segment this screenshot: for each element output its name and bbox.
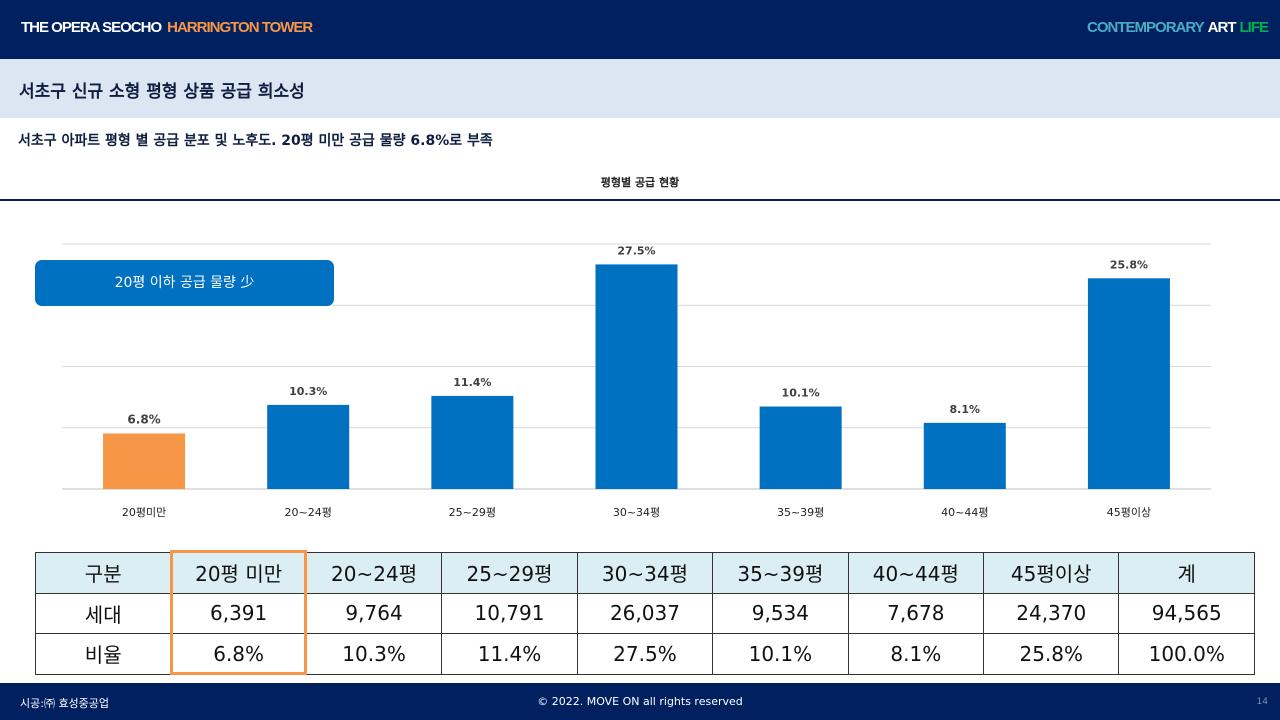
table-cell: 25.8% <box>983 633 1120 675</box>
x-tick-label: 25~29평 <box>449 506 496 519</box>
footer: 시공:㈜ 효성중공업 © 2022. MOVE ON all rights re… <box>0 683 1280 720</box>
table-cell: 10,791 <box>441 592 578 634</box>
brand-main: THE OPERA SEOCHO <box>21 19 162 36</box>
table-row: 세대 6,391 9,764 10,791 26,037 9,534 7,678 24,370… <box>34 592 1255 634</box>
table-row: 비율 6.8% 10.3% 11.4% 27.5% 10.1% 8.1% 25.8% 100.0… <box>34 633 1255 675</box>
brand-accent: HARRINGTON TOWER <box>167 19 313 36</box>
bar <box>595 264 678 489</box>
table-cell: 11.4% <box>441 633 578 675</box>
bar <box>103 433 186 489</box>
table-cell: 40~44평 <box>847 552 985 594</box>
title-band: 서초구 신규 소형 평형 상품 공급 희소성 <box>0 59 1280 118</box>
table-header-row: 구분 20평 미만 20~24평 25~29평 30~34평 35~39평 40~44평 45… <box>34 552 1255 594</box>
table-cell: 7,678 <box>847 592 985 634</box>
table-cell: 30~34평 <box>576 552 714 594</box>
divider <box>0 199 1280 201</box>
table-cell: 계 <box>1118 552 1255 594</box>
table-cell: 10.1% <box>712 633 849 675</box>
x-tick-label: 45평이상 <box>1107 506 1151 519</box>
table-cell: 8.1% <box>847 633 985 675</box>
table-cell: 100.0% <box>1118 633 1255 675</box>
x-tick-label: 35~39평 <box>777 506 824 519</box>
footer-copyright: © 2022. MOVE ON all rights reserved <box>537 695 743 708</box>
table-cell: 6.8% <box>170 633 307 675</box>
supply-table: 구분 20평 미만 20~24평 25~29평 30~34평 35~39평 40~44평 45… <box>34 552 1255 675</box>
bar <box>431 395 514 489</box>
table-cell: 9,764 <box>305 592 443 634</box>
table-cell: 세대 <box>34 592 172 634</box>
page-title: 서초구 신규 소형 평형 상품 공급 희소성 <box>19 82 305 102</box>
tag-3: LIFE <box>1239 19 1269 36</box>
callout-box: 20평 이하 공급 물량 少 <box>35 260 334 306</box>
data-label: 10.1% <box>782 387 820 400</box>
data-label: 27.5% <box>617 244 655 257</box>
x-tick-label: 20평미만 <box>122 506 166 519</box>
chart-title: 평형별 공급 현황 <box>600 176 680 189</box>
tagline: CONTEMPORARY ART LIFE <box>1087 19 1269 36</box>
brand: THE OPERA SEOCHO HARRINGTON TOWER <box>21 19 313 36</box>
data-label: 11.4% <box>453 376 491 389</box>
top-bar: THE OPERA SEOCHO HARRINGTON TOWER CONTEMP… <box>0 0 1280 59</box>
table-cell: 25~29평 <box>441 552 578 594</box>
bar <box>759 406 842 489</box>
page-number: 14 <box>1256 697 1268 707</box>
table-cell: 구분 <box>34 552 172 594</box>
data-label: 25.8% <box>1110 258 1148 271</box>
x-tick-label: 30~34평 <box>613 506 660 519</box>
bar <box>923 422 1006 489</box>
footer-builder: 시공:㈜ 효성중공업 <box>20 697 110 710</box>
table-cell: 26,037 <box>576 592 714 634</box>
data-label: 10.3% <box>289 385 327 398</box>
table-cell: 비율 <box>34 633 172 675</box>
bar <box>1087 278 1170 489</box>
table-cell: 94,565 <box>1118 592 1255 634</box>
table-cell: 45평이상 <box>983 552 1120 594</box>
table-cell: 9,534 <box>712 592 849 634</box>
table-cell: 35~39평 <box>712 552 849 594</box>
x-tick-label: 20~24평 <box>285 506 332 519</box>
table-cell: 24,370 <box>983 592 1120 634</box>
data-label: 6.8% <box>127 412 160 426</box>
bar <box>267 404 350 489</box>
highlight-box <box>170 550 307 675</box>
subtitle: 서초구 아파트 평형 별 공급 분포 및 노후도. 20평 미만 공급 물량 6… <box>18 133 493 149</box>
data-label: 8.1% <box>950 403 981 416</box>
table-cell: 10.3% <box>305 633 443 675</box>
tag-2: ART <box>1207 19 1237 36</box>
tag-1: CONTEMPORARY <box>1087 19 1205 36</box>
table-cell: 27.5% <box>576 633 714 675</box>
table-cell: 20~24평 <box>305 552 443 594</box>
x-tick-label: 40~44평 <box>941 506 988 519</box>
